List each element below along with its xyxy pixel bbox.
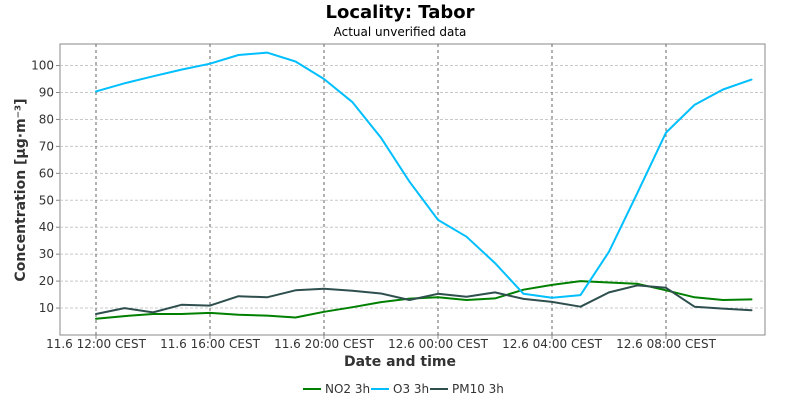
legend: NO2 3h O3 3h PM10 3h bbox=[303, 382, 504, 396]
y-axis-label: Concentration [µg·m⁻³] bbox=[13, 98, 29, 281]
y-tick-label: 10 bbox=[39, 301, 54, 315]
grid-lines bbox=[60, 44, 765, 335]
legend-label-o3-3h: O3 3h bbox=[393, 382, 429, 396]
legend-label-pm10-3h: PM10 3h bbox=[452, 382, 504, 396]
chart-title: Locality: Tabor bbox=[325, 2, 474, 23]
legend-label-no2-3h: NO2 3h bbox=[325, 382, 370, 396]
series-line-o3-3h bbox=[95, 51, 753, 299]
x-tick-label: 11.6 12:00 CEST bbox=[46, 337, 147, 351]
x-axis-label: Date and time bbox=[344, 354, 456, 370]
series-line-pm10-3h bbox=[95, 284, 753, 315]
y-tick-label: 80 bbox=[39, 112, 54, 126]
x-tick-label: 11.6 20:00 CEST bbox=[274, 337, 375, 351]
y-tick-label: 30 bbox=[39, 247, 54, 261]
y-tick-label: 20 bbox=[39, 274, 54, 288]
plot-area bbox=[59, 43, 766, 336]
x-tick-label: 12.6 00:00 CEST bbox=[388, 337, 489, 351]
y-tick-label: 90 bbox=[39, 86, 54, 100]
y-tick-label: 70 bbox=[39, 139, 54, 153]
x-axis-ticks: 11.6 12:00 CEST 11.6 16:00 CEST 11.6 20:00… bbox=[46, 335, 717, 351]
x-tick-label: 12.6 04:00 CEST bbox=[502, 337, 603, 351]
y-tick-label: 60 bbox=[39, 166, 54, 180]
chart-subtitle: Actual unverified data bbox=[334, 25, 467, 39]
x-tick-label: 12.6 08:00 CEST bbox=[616, 337, 717, 351]
y-axis-ticks: 10 20 30 40 50 60 70 80 90 100 bbox=[31, 59, 60, 315]
series-lines bbox=[95, 51, 753, 320]
y-tick-label: 40 bbox=[39, 220, 54, 234]
y-tick-label: 50 bbox=[39, 193, 54, 207]
x-tick-label: 11.6 16:00 CEST bbox=[160, 337, 261, 351]
y-tick-label: 100 bbox=[31, 59, 54, 73]
